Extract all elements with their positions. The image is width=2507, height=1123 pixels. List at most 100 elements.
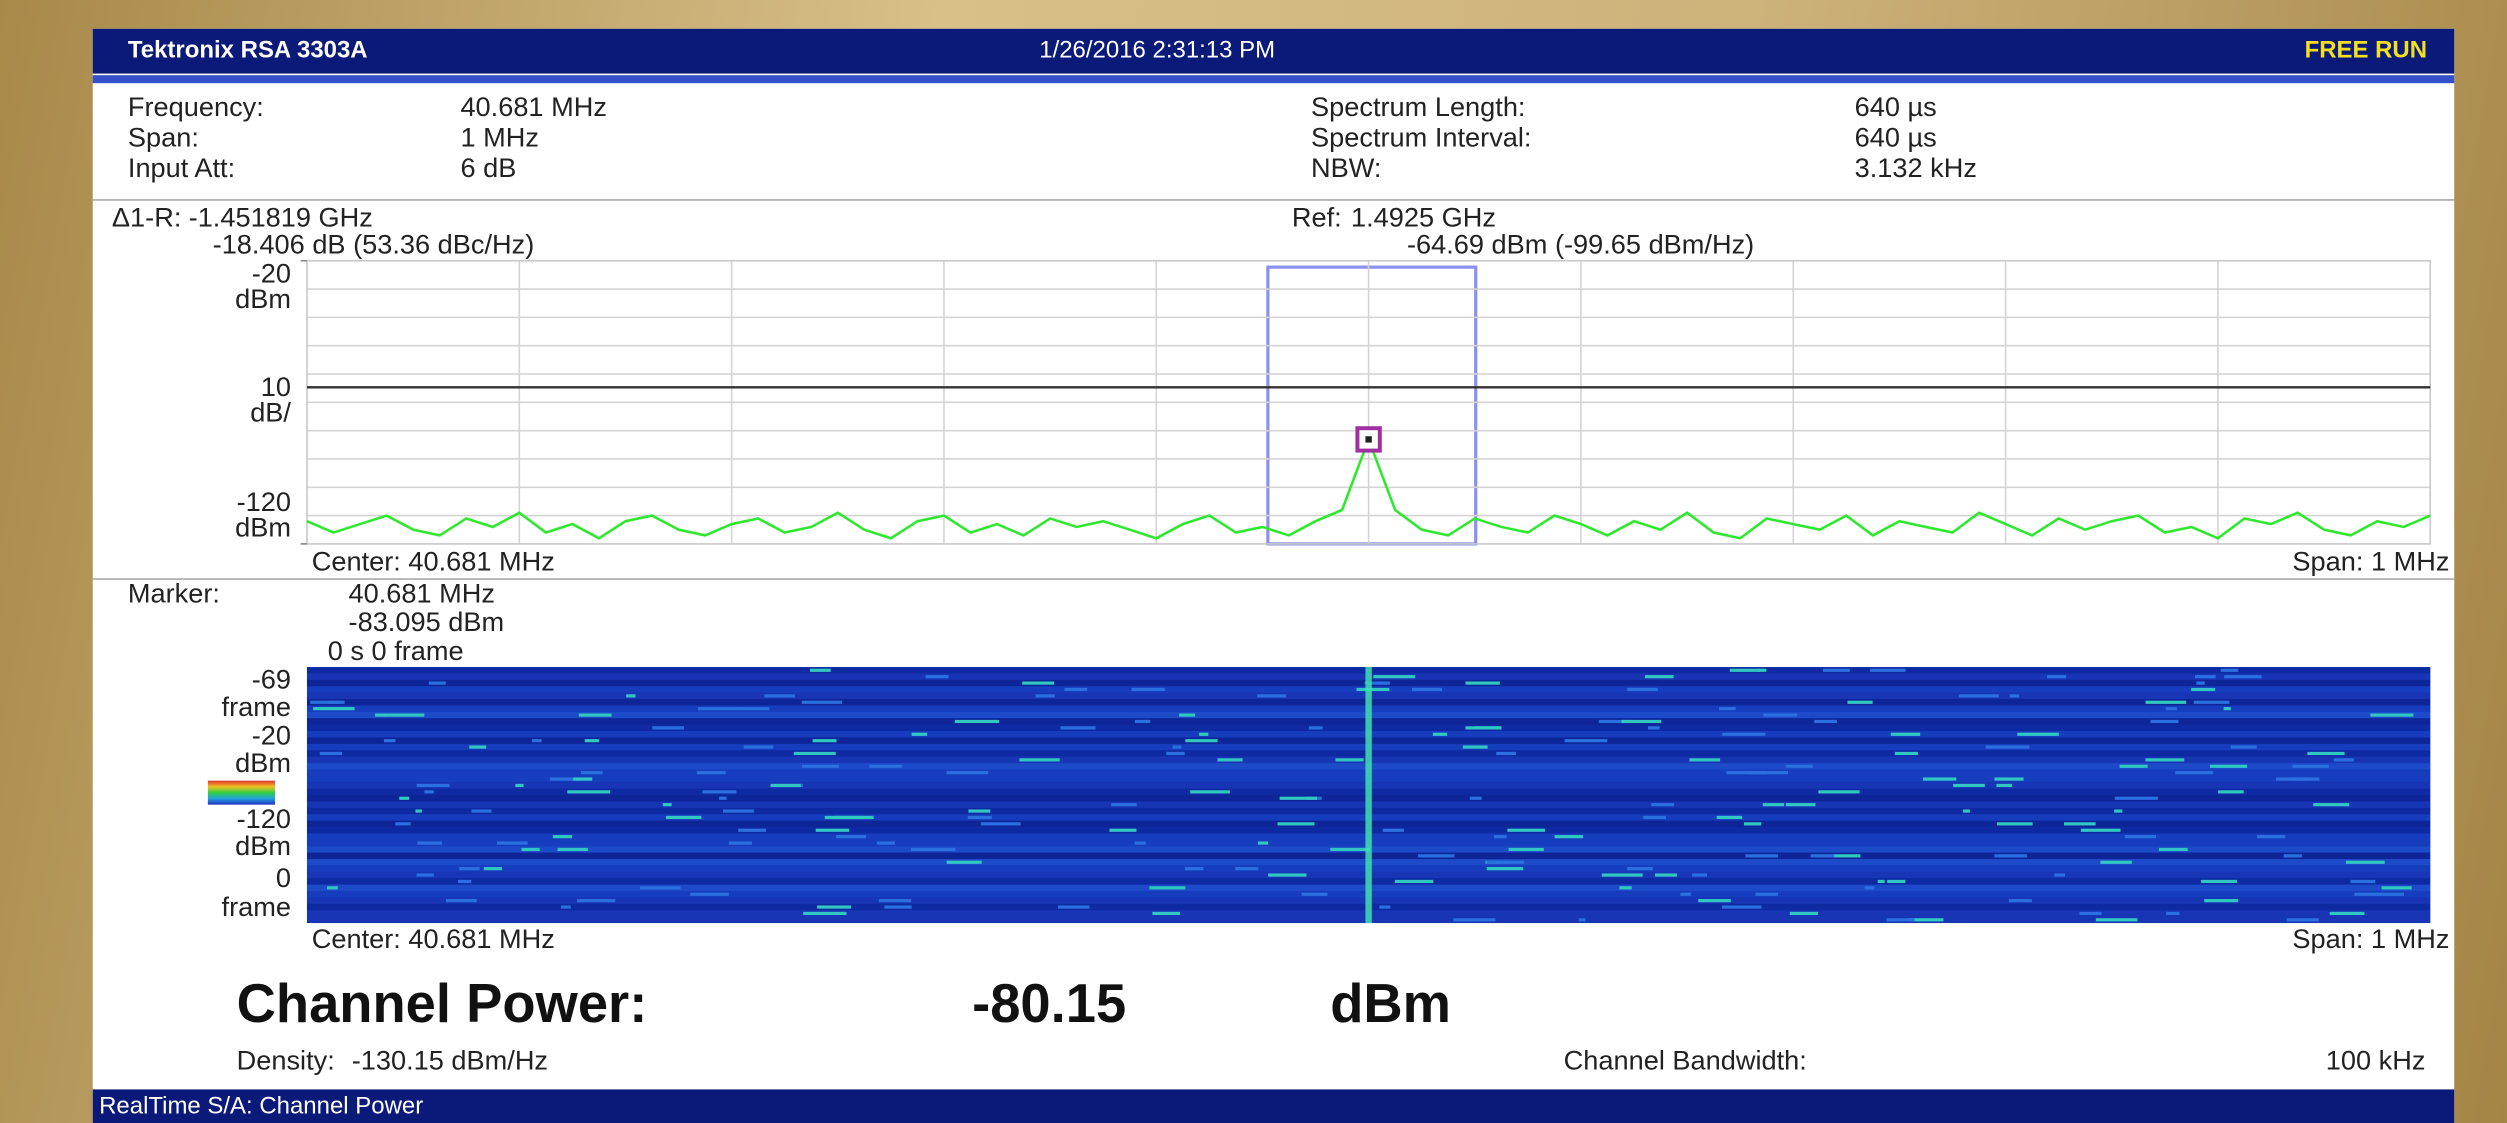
spectrogram-speck bbox=[2223, 707, 2231, 711]
marker-time: 0 s 0 frame bbox=[328, 635, 464, 666]
spectrogram-speck bbox=[471, 809, 492, 813]
spectrogram-speck bbox=[1847, 700, 1873, 704]
spectrogram-speck bbox=[1745, 854, 1779, 858]
sg-label: -20 bbox=[252, 720, 291, 751]
spectrogram-speck bbox=[1379, 905, 1391, 909]
setting-label: Spectrum Length: bbox=[1311, 91, 1525, 122]
spectrogram-speck bbox=[416, 873, 434, 877]
spectrogram-speck bbox=[1890, 732, 1921, 736]
spectrogram-speck bbox=[876, 841, 895, 845]
spectrogram-speck bbox=[515, 783, 524, 788]
spectrogram-speck bbox=[2350, 879, 2376, 884]
spectrogram-speck bbox=[2114, 796, 2158, 800]
spectrogram-speck bbox=[981, 822, 1021, 826]
spectrogram-speck bbox=[1721, 905, 1762, 909]
spectrogram-speck bbox=[1729, 668, 1761, 672]
title-underline bbox=[92, 75, 2455, 84]
spectrogram-speck bbox=[1716, 815, 1743, 820]
spectrogram-speck bbox=[1726, 771, 1767, 775]
spectrogram-speck bbox=[457, 879, 472, 884]
color-scale bbox=[207, 780, 276, 805]
spectrogram-speck bbox=[833, 815, 874, 820]
spectrogram-speck bbox=[1598, 719, 1634, 724]
marker-dot bbox=[1365, 436, 1372, 443]
spectrogram-speck bbox=[2313, 803, 2350, 807]
spectrogram-speck bbox=[1335, 758, 1364, 762]
setting-value: 6 dB bbox=[460, 152, 516, 183]
spectrogram-speck bbox=[2064, 822, 2096, 826]
y-unit: dBm bbox=[235, 512, 291, 543]
spectrogram-speck bbox=[2283, 854, 2302, 858]
sg-label: 0 bbox=[276, 862, 291, 893]
channel-power-unit: dBm bbox=[1330, 973, 1451, 1034]
spectrogram-speck bbox=[549, 777, 581, 781]
spectrogram-speck bbox=[319, 751, 343, 756]
spectrogram-speck bbox=[738, 828, 767, 832]
spectrogram-speck bbox=[1886, 918, 1915, 922]
spectrogram-speck bbox=[313, 707, 355, 711]
ref-frequency: 1.4925 GHz bbox=[1351, 201, 1496, 232]
spectrogram-speck bbox=[2209, 764, 2248, 768]
spectrogram-speck bbox=[1277, 822, 1315, 826]
spectrogram-speck bbox=[793, 751, 836, 756]
spectrogram-speck bbox=[1060, 726, 1096, 730]
spectrogram-speck bbox=[580, 771, 603, 775]
spectrogram-speck bbox=[1870, 668, 1906, 672]
spectrogram-speck bbox=[2080, 828, 2121, 832]
spectrogram-speck bbox=[2124, 835, 2156, 839]
title-bar bbox=[92, 28, 2455, 74]
spectrogram-speck bbox=[665, 815, 702, 820]
spectrogram-speck bbox=[1330, 847, 1370, 852]
spectrogram-speck bbox=[1486, 867, 1524, 871]
setting-label: Spectrum Interval: bbox=[1311, 121, 1531, 152]
spectrogram-speck bbox=[573, 777, 593, 781]
span-label: Span: 1 MHz bbox=[2292, 923, 2449, 954]
spectrogram-speck bbox=[878, 899, 912, 903]
spectrogram-speck bbox=[967, 815, 992, 820]
spectrogram-speck bbox=[1394, 879, 1434, 884]
spectrogram-speck bbox=[741, 707, 770, 711]
spectrogram-speck bbox=[2329, 911, 2365, 916]
spectrogram-speck bbox=[2165, 707, 2177, 711]
spectrogram-speck bbox=[384, 713, 425, 717]
spectrogram-speck bbox=[1887, 879, 1906, 884]
spectrogram-speck bbox=[1655, 873, 1677, 877]
spectrogram-speck bbox=[869, 764, 903, 768]
y-tick-label: -20 bbox=[252, 257, 291, 288]
spectrogram-speck bbox=[1474, 726, 1500, 730]
spectrogram-speck bbox=[1382, 828, 1404, 832]
spectrogram-speck bbox=[1507, 828, 1545, 832]
spectrogram-speck bbox=[1757, 668, 1767, 672]
spectrogram-speck bbox=[1762, 803, 1785, 807]
spectrogram-speck bbox=[1834, 854, 1861, 858]
density-label: Density: bbox=[237, 1044, 335, 1075]
spectrogram-speck bbox=[803, 911, 847, 916]
spectrogram-speck bbox=[1698, 899, 1731, 903]
spectrogram-speck bbox=[1064, 687, 1088, 692]
spectrogram-speck bbox=[459, 867, 480, 871]
spectrogram-speck bbox=[424, 790, 434, 794]
spectrogram-speck bbox=[417, 841, 443, 845]
spectrogram-speck bbox=[1469, 796, 1482, 800]
instrument-name: Tektronix RSA 3303A bbox=[128, 37, 368, 64]
spectrogram-speck bbox=[954, 719, 1000, 724]
spectrogram-speck bbox=[327, 886, 338, 890]
spectrogram-speck bbox=[2194, 675, 2216, 679]
sg-label: frame bbox=[222, 891, 291, 922]
spectrogram-speck bbox=[911, 732, 928, 736]
run-mode: FREE RUN bbox=[2305, 37, 2427, 64]
spectrogram-speck bbox=[1689, 758, 1721, 762]
spectrogram-speck bbox=[2175, 771, 2214, 775]
spectrogram-speck bbox=[1554, 835, 1584, 839]
spectrogram-speck bbox=[497, 841, 528, 845]
status-bar bbox=[92, 1089, 2455, 1123]
spectrogram-speck bbox=[2017, 732, 2059, 736]
spectrogram-speck bbox=[1111, 803, 1137, 807]
spectrogram-speck bbox=[2114, 809, 2123, 813]
spectrogram-speck bbox=[968, 809, 991, 813]
spectrogram-speck bbox=[1564, 739, 1608, 743]
spectrogram bbox=[306, 667, 2431, 924]
spectrogram-speck bbox=[2196, 681, 2205, 685]
spectrogram-speck bbox=[1301, 892, 1328, 896]
spectrogram-speck bbox=[1185, 739, 1218, 743]
